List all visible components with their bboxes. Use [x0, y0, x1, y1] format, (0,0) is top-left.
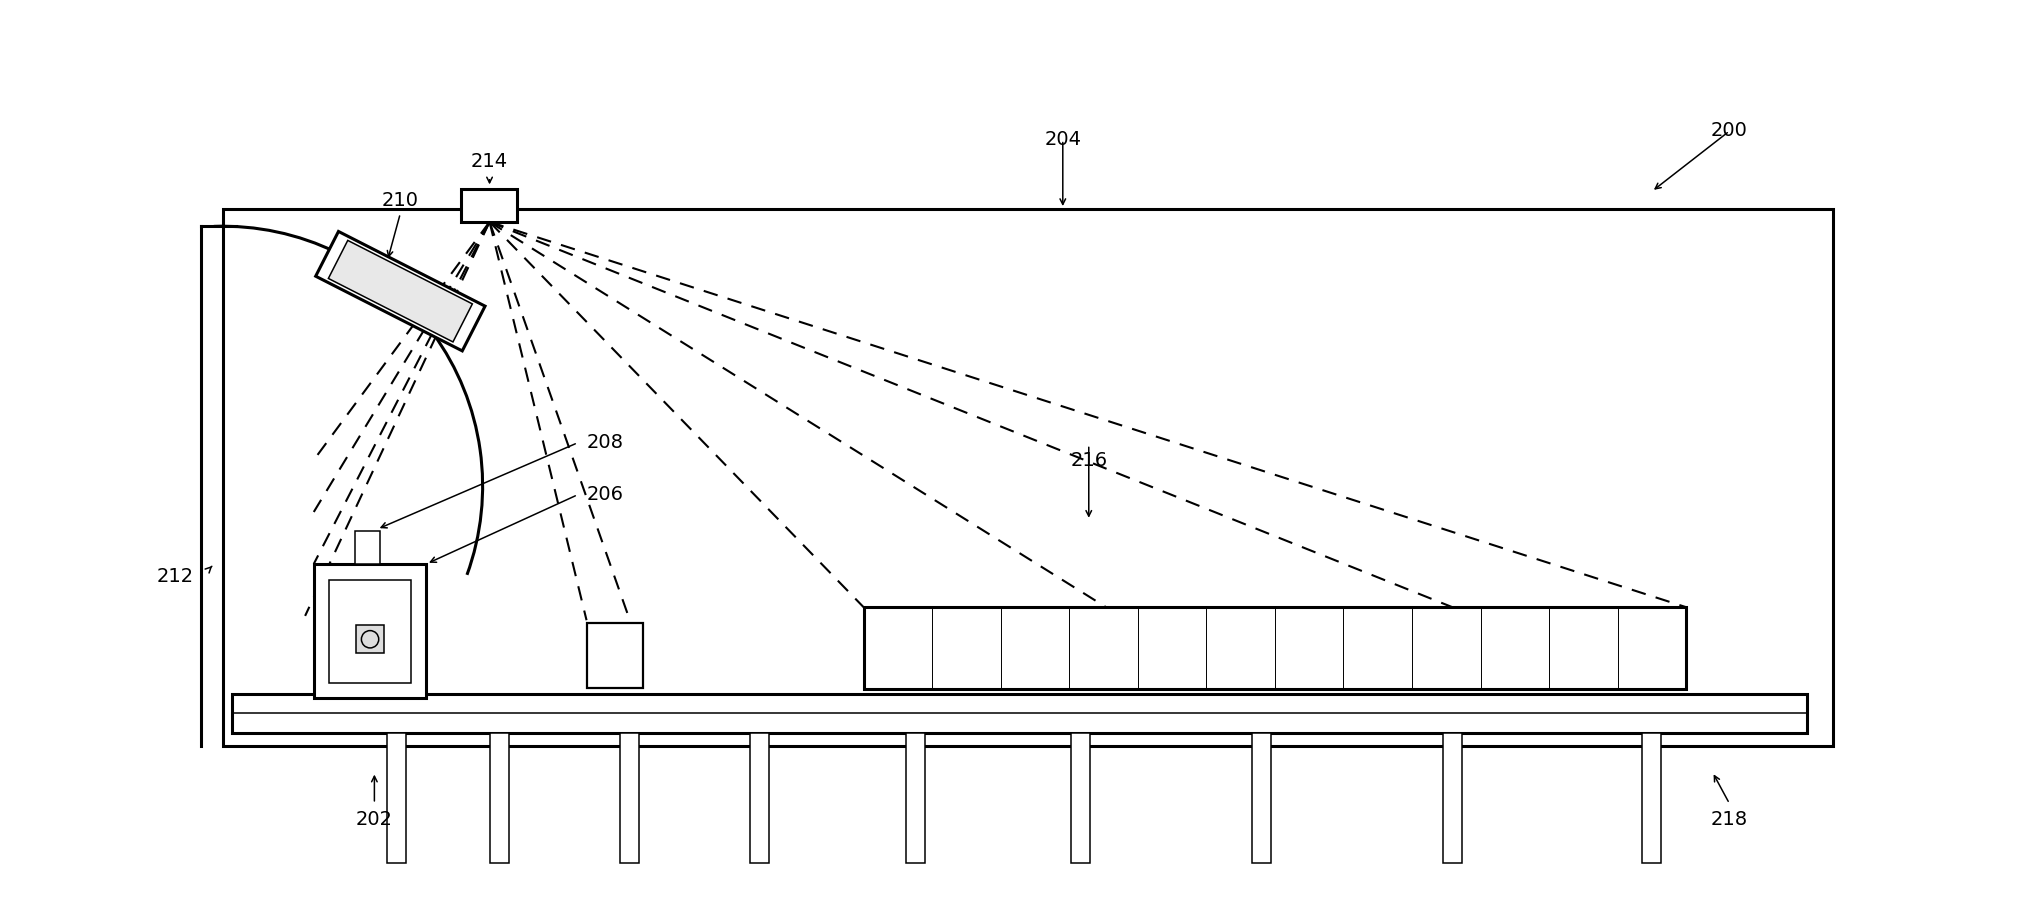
Bar	[355, 531, 379, 564]
Bar	[330, 579, 410, 683]
Bar	[750, 732, 769, 862]
Text: 216: 216	[1070, 450, 1107, 470]
Text: 200: 200	[1711, 122, 1747, 141]
Bar	[1641, 732, 1662, 862]
Bar	[314, 564, 426, 698]
Bar	[232, 694, 1807, 732]
Text: 214: 214	[471, 152, 508, 170]
Text: 204: 204	[1044, 130, 1081, 149]
Polygon shape	[316, 232, 485, 351]
Bar	[461, 189, 518, 222]
Polygon shape	[328, 241, 473, 342]
Bar	[620, 732, 640, 862]
Bar	[491, 732, 510, 862]
Bar	[905, 732, 926, 862]
Bar	[222, 209, 1833, 746]
Text: 208: 208	[587, 433, 624, 452]
Bar	[865, 607, 1686, 689]
Bar	[357, 625, 383, 653]
Text: 218: 218	[1711, 810, 1747, 829]
Text: 206: 206	[587, 485, 624, 504]
Bar	[1444, 732, 1462, 862]
Text: 202: 202	[357, 810, 394, 829]
Bar	[587, 622, 642, 687]
Bar	[1252, 732, 1272, 862]
Bar	[1070, 732, 1089, 862]
Text: 212: 212	[157, 567, 194, 586]
Bar	[387, 732, 406, 862]
Text: 210: 210	[381, 190, 418, 210]
